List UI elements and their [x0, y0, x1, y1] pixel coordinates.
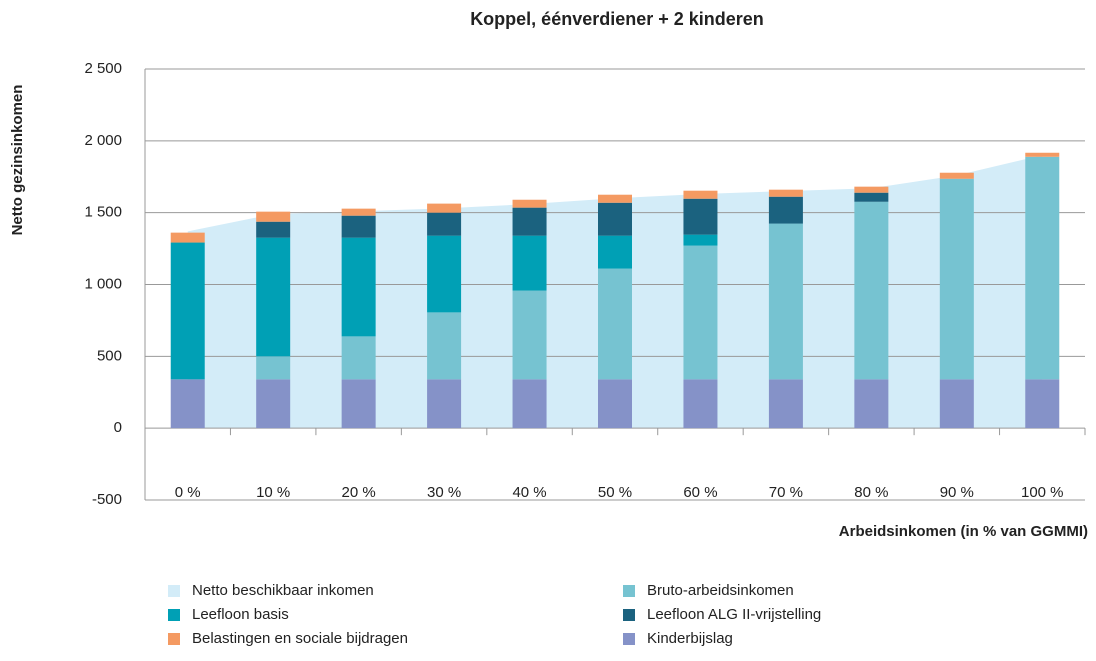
legend-label: Kinderbijslag: [647, 630, 733, 647]
legend-label: Leefloon ALG II-vrijstelling: [647, 606, 821, 623]
bar-segment: [512, 199, 547, 208]
x-tick-label: 80 %: [854, 484, 888, 501]
bar-segment: [768, 189, 803, 197]
bar-segment: [683, 198, 718, 235]
bar-segment: [512, 235, 547, 291]
bar-segment: [341, 215, 376, 238]
bar-segment: [854, 201, 889, 380]
bar-segment: [512, 207, 547, 236]
bar-segment: [1025, 156, 1060, 380]
bar-segment: [598, 202, 632, 236]
x-tick-label: 0 %: [175, 484, 201, 501]
y-tick-label: 2 000: [84, 132, 122, 149]
bar-segment: [256, 237, 291, 357]
bar-segment: [427, 203, 462, 213]
bar-segment: [256, 356, 291, 380]
bar-segment: [598, 379, 632, 429]
bar-segment: [427, 235, 462, 313]
y-tick-label: 500: [97, 347, 122, 364]
legend-swatch: [168, 633, 180, 645]
legend-swatch: [623, 633, 635, 645]
bar-segment: [1025, 152, 1060, 157]
y-axis-label: Netto gezinsinkomen: [9, 85, 26, 236]
bar-segment: [512, 379, 547, 429]
chart-title: Koppel, éénverdiener + 2 kinderen: [470, 9, 764, 29]
bar-segment: [170, 232, 205, 243]
bar-segment: [427, 212, 462, 236]
legend-swatch: [168, 585, 180, 597]
bar-segment: [341, 379, 376, 429]
bar-segment: [683, 379, 718, 429]
legend-label: Belastingen en sociale bijdragen: [192, 630, 408, 647]
bar-segment: [683, 245, 718, 380]
bar-segment: [598, 268, 632, 380]
bar-segment: [427, 379, 462, 429]
bar-segment: [341, 208, 376, 216]
bar-segment: [939, 172, 974, 179]
bar-segment: [170, 242, 205, 380]
y-tick-label: 2 500: [84, 60, 122, 77]
bar-segment: [683, 190, 718, 199]
legend-swatch: [168, 609, 180, 621]
x-tick-label: 50 %: [598, 484, 632, 501]
legend-swatch: [623, 609, 635, 621]
bar-segment: [256, 379, 291, 429]
bar-segment: [768, 379, 803, 429]
x-tick-label: 40 %: [512, 484, 546, 501]
x-tick-label: 30 %: [427, 484, 461, 501]
bar-segment: [598, 235, 632, 269]
bar-segment: [598, 194, 632, 203]
bar-segment: [427, 312, 462, 380]
x-tick-label: 70 %: [769, 484, 803, 501]
y-tick-label: 1 000: [84, 275, 122, 292]
bar-segment: [854, 379, 889, 429]
bar-segment: [170, 379, 205, 429]
x-tick-label: 20 %: [342, 484, 376, 501]
bar-segment: [768, 223, 803, 380]
x-tick-label: 90 %: [940, 484, 974, 501]
legend-label: Netto beschikbaar inkomen: [192, 582, 374, 599]
bar-segment: [854, 192, 889, 202]
x-tick-label: 100 %: [1021, 484, 1064, 501]
bar-segment: [939, 379, 974, 429]
x-tick-label: 60 %: [683, 484, 717, 501]
legend-label: Bruto-arbeidsinkomen: [647, 582, 794, 599]
bar-segment: [341, 237, 376, 337]
y-tick-label: -500: [92, 491, 122, 508]
bar-segment: [854, 186, 889, 193]
x-axis-label: Arbeidsinkomen (in % van GGMMI): [839, 523, 1088, 540]
bar-segment: [256, 211, 291, 222]
bar-segment: [1025, 379, 1060, 429]
bar-segment: [768, 196, 803, 224]
bar-segment: [256, 221, 291, 238]
legend-swatch: [623, 585, 635, 597]
y-tick-label: 1 500: [84, 204, 122, 221]
y-tick-label: 0: [114, 419, 122, 436]
bar-segment: [939, 178, 974, 380]
legend-label: Leefloon basis: [192, 606, 289, 623]
bar-segment: [341, 336, 376, 380]
x-tick-label: 10 %: [256, 484, 290, 501]
bar-segment: [683, 234, 718, 246]
bar-segment: [512, 290, 547, 380]
